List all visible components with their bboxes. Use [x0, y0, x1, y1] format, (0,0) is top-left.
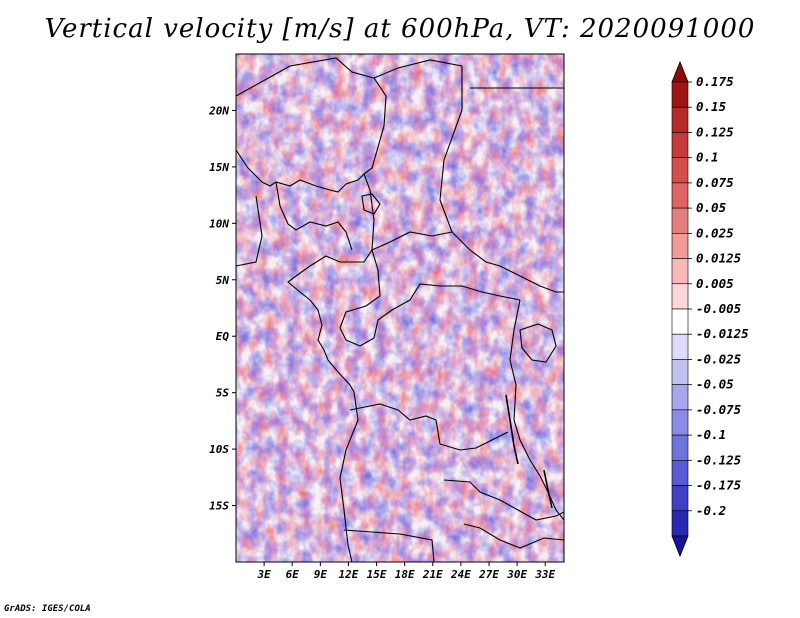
- lat-tick-label: 15S: [209, 500, 229, 513]
- colorbar-swatch: [671, 510, 689, 537]
- colorbar-label: -0.005: [696, 301, 742, 316]
- colorbar-label: 0.075: [696, 175, 734, 190]
- lon-tick-label: 6E: [286, 568, 300, 581]
- chart-title: Vertical velocity [m/s] at 600hPa, VT: 2…: [44, 14, 756, 44]
- map-frame: [235, 53, 565, 563]
- vertical-velocity-field: [236, 54, 564, 562]
- colorbar-swatch: [671, 258, 689, 285]
- colorbar-swatch: [671, 81, 689, 108]
- colorbar-swatch: [671, 157, 689, 184]
- colorbar-swatch: [671, 460, 689, 486]
- colorbar: 0.175 0.15 0.125 0.1 0.075 0.05 0.025 0.0125 0.0…: [671, 60, 749, 558]
- border-south-1: [349, 403, 509, 451]
- lon-tick-label: 27E: [478, 568, 499, 581]
- lat-tick-label: 20N: [208, 104, 229, 117]
- colorbar-label: -0.075: [696, 402, 742, 417]
- colorbar-swatch: [671, 409, 689, 436]
- colorbar-label: 0.05: [696, 200, 727, 215]
- lon-tick-label: 33E: [534, 568, 555, 581]
- lon-tick-label: 30E: [506, 568, 527, 581]
- lat-tick-label: 10N: [209, 217, 229, 230]
- colorbar-label: 0.175: [696, 74, 734, 89]
- lake-tanganyika: [505, 394, 519, 465]
- border-east-1: [509, 299, 564, 521]
- border-west-2: [275, 181, 353, 251]
- colorbar-swatch: [671, 485, 689, 512]
- colorbar-swatch: [671, 384, 689, 411]
- longitude-axis: 3E 6E 9E 12E 15E 18E 21E 24E 27E 30E 33E: [256, 562, 556, 581]
- colorbar-swatch: [671, 106, 689, 133]
- lake-victoria: [519, 323, 557, 363]
- lon-tick-label: 21E: [422, 568, 443, 581]
- colorbar-label: -0.125: [696, 452, 742, 467]
- border-south-3: [343, 529, 435, 562]
- lon-tick-label: 24E: [450, 568, 471, 581]
- colorbar-label: 0.125: [696, 124, 734, 139]
- lake-malawi: [543, 469, 553, 509]
- lat-tick-label: 10S: [209, 443, 229, 456]
- lat-tick-label: EQ: [216, 330, 230, 343]
- colorbar-label: -0.1: [696, 427, 726, 442]
- country-borders: [236, 57, 564, 562]
- colorbar-label: -0.05: [696, 377, 734, 392]
- border-north-1: [363, 77, 387, 175]
- colorbar-label: 0.005: [696, 276, 734, 291]
- lon-tick-label: 12E: [339, 568, 359, 581]
- colorbar-label: -0.175: [696, 478, 742, 493]
- colorbar-top-arrow: [671, 60, 689, 83]
- colorbar-label: -0.025: [696, 351, 742, 366]
- border-south-4: [463, 523, 564, 549]
- lon-tick-label: 9E: [314, 568, 328, 581]
- colorbar-label: 0.15: [696, 99, 727, 114]
- coastline: [236, 149, 375, 562]
- colorbar-swatch: [671, 233, 689, 259]
- colorbar-swatch: [671, 359, 689, 385]
- colorbar-label: -0.2: [696, 503, 726, 518]
- colorbar-bottom-arrow: [671, 535, 689, 558]
- lon-tick-label: 18E: [395, 568, 415, 581]
- colorbar-swatch: [671, 308, 689, 335]
- colorbar-swatch: [671, 207, 689, 234]
- colorbar-swatch: [671, 182, 689, 209]
- lon-tick-label: 3E: [256, 568, 271, 581]
- lat-tick-label: 15N: [209, 161, 229, 174]
- lake-chad: [361, 193, 381, 215]
- lon-tick-label: 15E: [367, 568, 387, 581]
- lat-tick-label: 5N: [216, 274, 230, 287]
- border-central-1: [371, 231, 453, 251]
- colorbar-swatch: [671, 132, 689, 158]
- colorbar-label: 0.1: [696, 150, 719, 165]
- colorbar-swatch: [671, 333, 689, 360]
- colorbar-swatch: [671, 283, 689, 310]
- colorbar-label: -0.0125: [696, 326, 749, 341]
- border-northwest: [236, 57, 463, 97]
- colorbar-label: 0.025: [696, 225, 734, 240]
- border-north-2: [439, 66, 564, 293]
- colorbar-label: 0.0125: [696, 251, 742, 266]
- border-south-2: [443, 479, 564, 521]
- colorbar-swatch: [671, 434, 689, 461]
- border-west: [236, 195, 263, 267]
- credit-text: GrADS: IGES/COLA: [4, 604, 91, 614]
- latitude-axis: 20N 15N 10N 5N EQ 5S 10S 15S: [208, 104, 236, 513]
- border-central-2: [339, 249, 521, 347]
- lat-tick-label: 5S: [216, 387, 230, 400]
